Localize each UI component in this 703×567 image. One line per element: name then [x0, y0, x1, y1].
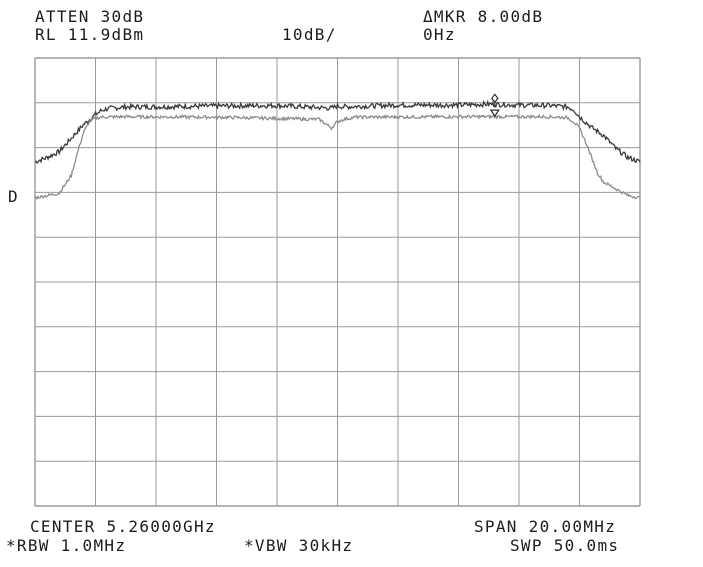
span-readout: SPAN 20.00MHz — [474, 517, 617, 536]
delta-marker-readout: ΔMKR 8.00dB — [423, 7, 544, 26]
marker-frequency-readout: 0Hz — [423, 25, 456, 44]
graticule — [34, 57, 641, 507]
rbw-readout: *RBW 1.0MHz — [6, 536, 127, 555]
marker-diamond-icon — [491, 93, 499, 104]
scale-readout: 10dB/ — [282, 25, 337, 44]
vbw-readout: *VBW 30kHz — [244, 536, 354, 555]
traces — [34, 99, 641, 201]
marker-triangle-icon — [489, 109, 500, 118]
center-frequency-readout: CENTER 5.26000GHz — [30, 517, 216, 536]
reference-level-readout: RL 11.9dBm — [35, 25, 145, 44]
attenuation-readout: ATTEN 30dB — [35, 7, 145, 26]
detector-flag: D — [8, 187, 19, 206]
upper-trace-line — [34, 99, 641, 165]
markers — [489, 93, 500, 118]
sweep-time-readout: SWP 50.0ms — [510, 536, 620, 555]
lower-trace-line — [34, 113, 641, 201]
